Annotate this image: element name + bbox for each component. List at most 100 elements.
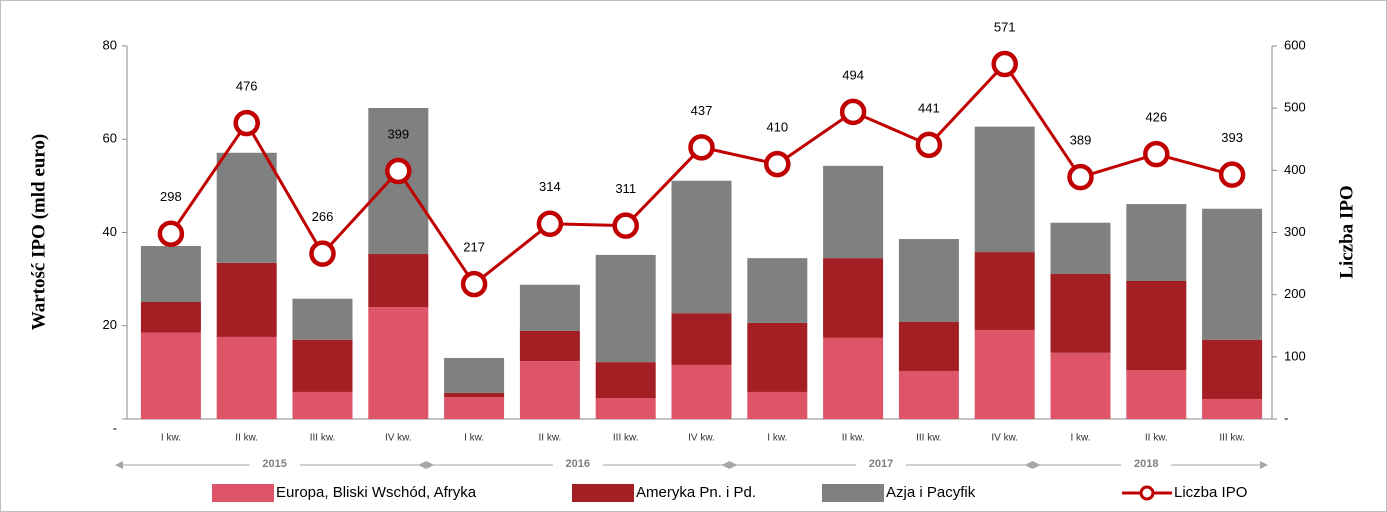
data-label: 399 — [387, 126, 409, 141]
bar-segment — [823, 337, 884, 419]
bar-segment — [368, 307, 429, 419]
bar-segment — [898, 322, 959, 371]
bar-segment — [216, 336, 277, 419]
year-label: 2018 — [1134, 458, 1158, 470]
x-tick-label: III kw. — [1219, 433, 1245, 444]
x-tick-label: I kw. — [161, 433, 181, 444]
bar-segment — [974, 329, 1035, 419]
bar-segment — [974, 252, 1035, 330]
y2-tick-label: 400 — [1284, 162, 1306, 177]
bar-segment — [519, 330, 580, 362]
x-tick-label: III kw. — [310, 433, 336, 444]
bar-segment — [1202, 398, 1263, 419]
line-marker — [536, 210, 564, 238]
bar-segment — [1126, 370, 1187, 419]
bar-segment — [974, 126, 1035, 253]
bar-segment — [823, 258, 884, 338]
data-label: 571 — [994, 19, 1016, 34]
data-label: 298 — [160, 189, 182, 204]
bar-segment — [898, 370, 959, 419]
bar-segment — [368, 253, 429, 308]
x-tick-label: IV kw. — [991, 433, 1018, 444]
line-marker — [915, 131, 943, 159]
y2-tick-label: - — [1284, 410, 1288, 425]
legend-label: Ameryka Pn. i Pd. — [636, 484, 756, 501]
bar-segment — [747, 322, 808, 392]
y2-tick-label: 300 — [1284, 224, 1306, 239]
year-label: 2016 — [566, 458, 590, 470]
bar-segment — [671, 313, 732, 365]
x-tick-label: III kw. — [916, 433, 942, 444]
line-marker — [309, 240, 336, 267]
bar-segment — [671, 364, 732, 419]
y2-tick-label: 500 — [1284, 100, 1306, 115]
data-label: 389 — [1070, 133, 1092, 148]
legend-swatch — [212, 484, 274, 502]
line-marker — [764, 150, 791, 178]
bar-segment — [444, 392, 505, 398]
data-label: 410 — [766, 120, 788, 135]
data-label: 437 — [691, 103, 713, 118]
bar-segment — [519, 284, 580, 331]
line-marker — [839, 98, 867, 126]
y-tick-label: 20 — [103, 317, 117, 332]
bar-segment — [1050, 222, 1111, 274]
bar-segment — [595, 362, 656, 399]
bar-segment — [1202, 208, 1263, 340]
legend-swatch — [822, 484, 884, 502]
bar-segment — [292, 339, 353, 392]
bar-segment — [898, 239, 959, 323]
bar-segment — [216, 262, 277, 337]
year-label: 2015 — [262, 458, 286, 470]
line-marker — [385, 157, 412, 185]
line-marker — [612, 212, 639, 239]
bar-segment — [671, 180, 732, 314]
bar-segment — [1202, 339, 1263, 399]
data-label: 217 — [463, 240, 485, 255]
data-label: 311 — [615, 181, 636, 196]
line-marker — [157, 220, 185, 247]
bar-segment — [1126, 204, 1187, 281]
data-label: 426 — [1145, 110, 1167, 125]
data-label: 476 — [236, 79, 258, 94]
bar-segment — [140, 301, 201, 333]
bar-segment — [444, 357, 505, 393]
bar-segment — [292, 391, 353, 419]
line-marker — [1143, 140, 1170, 168]
y2-axis-title: Liczba IPO — [1336, 185, 1357, 278]
bar-segment — [595, 254, 656, 363]
x-tick-label: I kw. — [464, 433, 484, 444]
bar-segment — [140, 332, 201, 419]
line-marker — [233, 109, 260, 137]
x-tick-label: I kw. — [767, 433, 787, 444]
data-label: 314 — [539, 179, 561, 194]
x-tick-label: II kw. — [539, 433, 562, 444]
legend-marker — [1139, 485, 1155, 501]
bar-segment — [747, 391, 808, 419]
y-tick-label: 60 — [103, 131, 117, 146]
bar-segment — [1050, 352, 1111, 419]
legend-label: Liczba IPO — [1174, 484, 1247, 501]
x-tick-label: III kw. — [613, 433, 639, 444]
line-marker — [991, 50, 1018, 78]
line-marker — [1218, 161, 1246, 188]
legend-label: Europa, Bliski Wschód, Afryka — [276, 484, 477, 501]
year-label: 2017 — [869, 458, 893, 470]
bar-segment — [747, 258, 808, 323]
y-tick-label: - — [113, 420, 117, 435]
x-tick-label: IV kw. — [385, 433, 412, 444]
y-tick-label: 80 — [103, 37, 117, 52]
bar-segment — [140, 246, 201, 302]
y2-tick-label: 600 — [1284, 37, 1306, 52]
data-label: 393 — [1221, 130, 1243, 145]
y-tick-label: 40 — [103, 224, 117, 239]
line-marker — [688, 134, 715, 161]
y2-tick-label: 100 — [1284, 348, 1306, 363]
bar-segment — [595, 398, 656, 419]
y2-tick-label: 200 — [1284, 286, 1306, 301]
bar-segment — [444, 397, 505, 419]
x-tick-label: I kw. — [1070, 433, 1090, 444]
x-tick-label: II kw. — [842, 433, 865, 444]
x-tick-label: II kw. — [235, 433, 258, 444]
